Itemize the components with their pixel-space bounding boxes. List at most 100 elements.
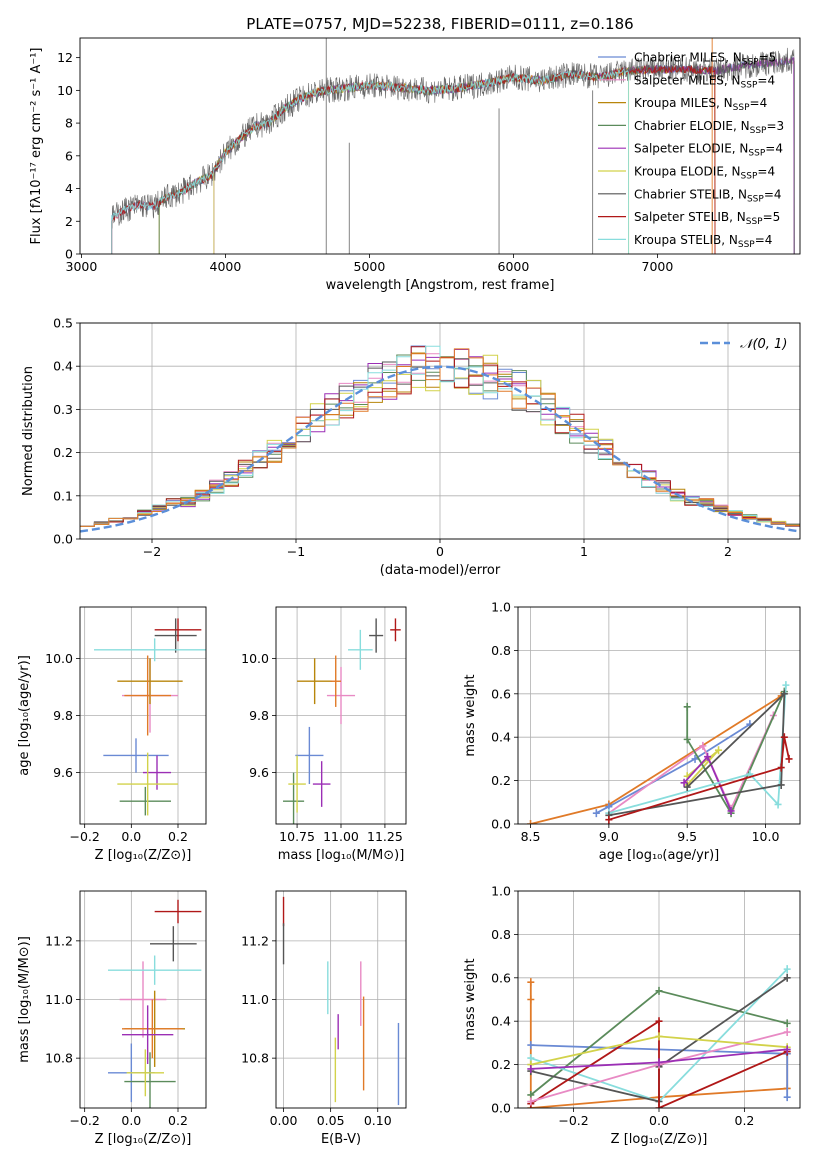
series-marker [655,1017,663,1026]
y-tick-label: 0.8 [491,927,511,942]
errorbar-elodie_chabrier [124,1052,176,1108]
series-marker [780,689,788,698]
series-stelib_chabrier [605,689,788,820]
series-line [686,691,786,816]
errorbar-stelib_chabrier [154,618,197,653]
x-tick-label: 0.0 [121,1113,141,1128]
series-marker [527,1041,535,1050]
legend-label: Chabrier ELODIE, NSSP=3 [634,119,784,136]
y-tick-label: 0.6 [491,686,511,701]
errorbar-elodie_salpeter [122,1005,174,1065]
x-tick-label: −2 [143,544,161,559]
panel-spectrum: 3000 4000 5000 6000 7000 0 2 4 6 8 10 12 wavelength … [29,15,801,293]
series-marker [783,973,791,982]
plot-area [527,965,791,1108]
series-marker [527,1097,535,1106]
series-marker [527,995,535,1004]
errorbar-miles_kroupa [117,658,183,705]
y-tick-label: 9.6 [53,765,73,780]
errorbar-stelib_chabrier [150,926,197,962]
x-tick-label: 0 [436,544,444,559]
x-tick-label: 1 [580,544,588,559]
series-marker [683,735,691,744]
panel-weight_vs_Z: −0.2 0.0 0.2 0.0 0.2 0.4 0.6 0.8 1.0 Z [log₁₀(Z/Z… [463,884,801,1147]
series-marker [774,800,782,809]
series-stelib_salpeter [605,733,793,824]
y-axis-label: Flux [fλ10⁻¹⁷ erg cm⁻² s⁻¹ A⁻¹] [29,48,44,245]
x-axis-label: Z [log₁₀(Z/Z⊙)] [611,1132,708,1147]
panel-mass_vs_Z: −0.2 0.0 0.2 10.8 11.0 11.2 Z [log₁₀(Z/Z⊙)] mas… [17,890,207,1147]
series-marker [715,746,723,755]
y-tick-label: 0.4 [491,1014,511,1029]
y-tick-label: 0.5 [53,316,73,331]
series-marker [704,752,712,761]
y-tick-label: 10.8 [45,1051,73,1066]
plot-area [527,681,793,824]
y-axis-label: mass weight [463,958,478,1040]
x-tick-label: 9.0 [599,829,619,844]
y-tick-label: 0.8 [491,643,511,658]
x-tick-label: 0.10 [364,1113,392,1128]
x-tick-label: 7000 [642,259,674,274]
axes-frame [79,322,801,540]
series-marker [605,815,613,824]
y-tick-label: 8 [65,116,73,131]
x-tick-label: 0.00 [270,1113,298,1128]
series-marker [783,1019,791,1028]
series-marker [777,763,785,772]
errorbar-miles_chabrier [103,738,169,773]
y-tick-label: 10 [57,83,73,98]
axes-frame [517,606,801,825]
series-line [608,691,786,817]
x-axis-label: wavelength [Angstrom, rest frame] [326,278,555,293]
series-marker [782,681,790,690]
x-tick-label: 0.2 [168,829,188,844]
chart-title: PLATE=0757, MJD=52238, FIBERID=0111, z=0… [246,15,633,33]
x-axis-label: Z [log₁₀(Z/Z⊙)] [95,1132,192,1147]
series-elodie_salpeter [680,752,735,815]
y-tick-label: 11.0 [241,992,269,1007]
spectrum-line-elodie_kroupa [213,68,630,254]
series-marker [699,741,707,750]
axes-frame [79,606,207,825]
series-marker [785,754,793,763]
series-marker [777,780,785,789]
grid [518,606,800,825]
series-marker [691,754,699,763]
x-tick-label: 0.2 [735,1113,755,1128]
errorbar-elodie_kroupa [117,752,178,816]
y-axis-label: mass [log₁₀(M/M⊙)] [17,936,32,1063]
errorbar-elodie_kroupa [126,1049,164,1097]
y-tick-label: 0.2 [53,445,73,460]
series-marker [527,978,535,987]
x-axis-label: (data-model)/error [380,563,501,578]
x-tick-label: 8.5 [521,829,541,844]
errorbar-orange [122,999,183,1059]
normal-curve [80,365,800,533]
x-tick-label: 0.2 [168,1113,188,1128]
series-line [686,749,720,786]
errorbar-miles_salpeter [326,666,356,725]
grid [276,891,406,1108]
y-tick-label: 0.6 [491,970,511,985]
legend-label: Kroupa STELIB, NSSP=4 [634,233,772,250]
y-tick-label: 0 [65,247,73,262]
x-tick-label: 4000 [210,259,242,274]
y-tick-label: 0.0 [491,1101,511,1116]
axes-frame [79,37,801,255]
x-tick-label: 0.0 [649,1113,669,1128]
x-tick-label: 10.0 [752,829,780,844]
series-line [608,737,790,821]
x-tick-label: 5000 [354,259,386,274]
y-tick-label: 9.8 [53,708,73,723]
axes-frame [517,890,801,1109]
errorbar-orange [330,655,341,707]
series-marker [783,965,791,974]
legend-label: Chabrier MILES, NSSP=5 [634,51,776,68]
errorbar-orange [124,655,171,736]
errorbar-stelib_kroupa [348,629,373,670]
y-tick-label: 0.2 [491,1057,511,1072]
errorbar-stelib_kroupa [108,955,202,985]
y-axis-label: age [log₁₀(age/yr)] [17,655,32,776]
y-axis-label: mass weight [463,674,478,756]
